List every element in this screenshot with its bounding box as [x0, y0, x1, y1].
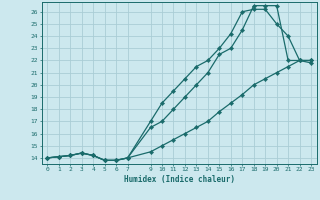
X-axis label: Humidex (Indice chaleur): Humidex (Indice chaleur)	[124, 175, 235, 184]
